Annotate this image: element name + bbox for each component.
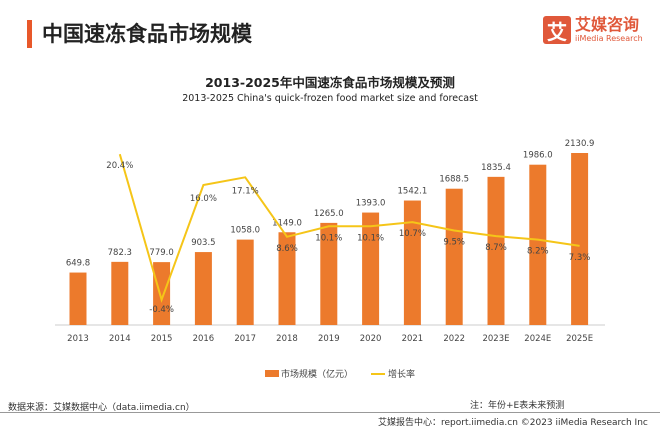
bar-value-label: 1265.0 bbox=[314, 209, 344, 219]
bar-value-label: 1542.1 bbox=[398, 187, 428, 197]
bar-value-label: 1688.5 bbox=[439, 175, 469, 185]
bar bbox=[69, 272, 87, 325]
growth-value-label: -0.4% bbox=[149, 305, 174, 315]
x-tick-label: 2020 bbox=[360, 334, 382, 344]
bar-value-label: 1393.0 bbox=[356, 199, 386, 209]
bar-value-label: 649.8 bbox=[66, 259, 90, 269]
bar-value-label: 2130.9 bbox=[565, 139, 595, 149]
x-tick-label: 2021 bbox=[402, 334, 424, 344]
x-tick-label: 2015 bbox=[151, 334, 173, 344]
growth-value-label: 10.1% bbox=[357, 233, 384, 243]
bar bbox=[111, 261, 129, 325]
x-tick-label: 2014 bbox=[109, 334, 131, 344]
bar bbox=[445, 188, 463, 325]
bar bbox=[403, 200, 421, 325]
growth-line bbox=[118, 153, 580, 304]
footer-divider bbox=[0, 412, 660, 413]
bar bbox=[571, 153, 589, 325]
legend-line-swatch bbox=[371, 372, 386, 375]
page-title: 中国速冻食品市场规模 bbox=[42, 22, 252, 46]
legend: 市场规模（亿元） 增长率 bbox=[265, 367, 415, 380]
growth-value-label: 9.5% bbox=[443, 238, 465, 248]
logo-cn: 艾媒咨询 bbox=[575, 15, 640, 34]
x-tick-label: 2013 bbox=[67, 334, 89, 344]
title-accent-bar bbox=[27, 20, 32, 48]
bar bbox=[320, 222, 338, 325]
logo-mark: 艾 bbox=[543, 16, 571, 44]
bar-value-label: 1986.0 bbox=[523, 151, 553, 161]
logo-en: iiMedia Research bbox=[575, 34, 643, 43]
bar bbox=[153, 262, 171, 325]
growth-value-label: 10.1% bbox=[315, 233, 342, 243]
legend-bar-label: 市场规模（亿元） bbox=[281, 370, 354, 380]
bar-value-label: 1149.0 bbox=[272, 218, 302, 228]
x-tick-label: 2019 bbox=[318, 334, 340, 344]
growth-value-label: 8.6% bbox=[276, 244, 298, 254]
legend-bar-swatch bbox=[265, 370, 279, 377]
legend-line-label: 增长率 bbox=[388, 370, 416, 380]
growth-value-label: 8.2% bbox=[527, 247, 549, 257]
growth-value-label: 8.7% bbox=[485, 243, 507, 253]
bar-value-label: 903.5 bbox=[191, 238, 215, 248]
growth-value-label: 16.0% bbox=[190, 194, 217, 204]
x-tick-label: 2024E bbox=[524, 334, 551, 344]
bar bbox=[194, 252, 212, 325]
chart-title: 2013-2025年中国速冻食品市场规模及预测 bbox=[205, 75, 455, 90]
bar-value-label: 782.3 bbox=[108, 248, 132, 258]
forecast-note: 注：年份+E表未来预测 bbox=[470, 401, 565, 411]
x-tick-label: 2017 bbox=[234, 334, 256, 344]
bar-value-label: 779.0 bbox=[149, 248, 173, 258]
bar bbox=[236, 239, 254, 325]
growth-value-label: 10.7% bbox=[399, 229, 426, 239]
iimedia-logo: 艾 艾媒咨询 iiMedia Research bbox=[543, 16, 643, 44]
chart-subtitle: 2013-2025 China's quick-frozen food mark… bbox=[182, 93, 478, 104]
bar bbox=[529, 164, 547, 325]
bar bbox=[487, 176, 505, 325]
bar bbox=[278, 232, 296, 325]
bar-value-label: 1058.0 bbox=[230, 226, 260, 236]
x-tick-label: 2018 bbox=[276, 334, 298, 344]
growth-value-label: 7.3% bbox=[569, 253, 591, 263]
x-tick-label: 2022 bbox=[443, 334, 465, 344]
growth-value-label: 17.1% bbox=[232, 186, 259, 196]
growth-value-label: 20.4% bbox=[106, 161, 133, 171]
x-tick-label: 2025E bbox=[566, 334, 593, 344]
data-source: 数据来源：艾媒数据中心（data.iimedia.cn） bbox=[8, 403, 195, 413]
footer-credit: 艾媒报告中心：report.iimedia.cn ©2023 iiMedia R… bbox=[378, 418, 648, 428]
bar-value-label: 1835.4 bbox=[481, 163, 511, 173]
x-tick-label: 2016 bbox=[193, 334, 215, 344]
chart: 649.8 2013 782.3 2014 779.0 2015 903.5 2016 1058… bbox=[55, 139, 605, 344]
bar bbox=[362, 212, 380, 325]
x-tick-label: 2023E bbox=[482, 334, 509, 344]
